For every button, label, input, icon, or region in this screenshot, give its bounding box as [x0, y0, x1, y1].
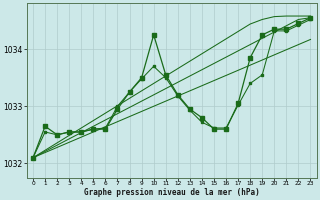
X-axis label: Graphe pression niveau de la mer (hPa): Graphe pression niveau de la mer (hPa)	[84, 188, 260, 197]
